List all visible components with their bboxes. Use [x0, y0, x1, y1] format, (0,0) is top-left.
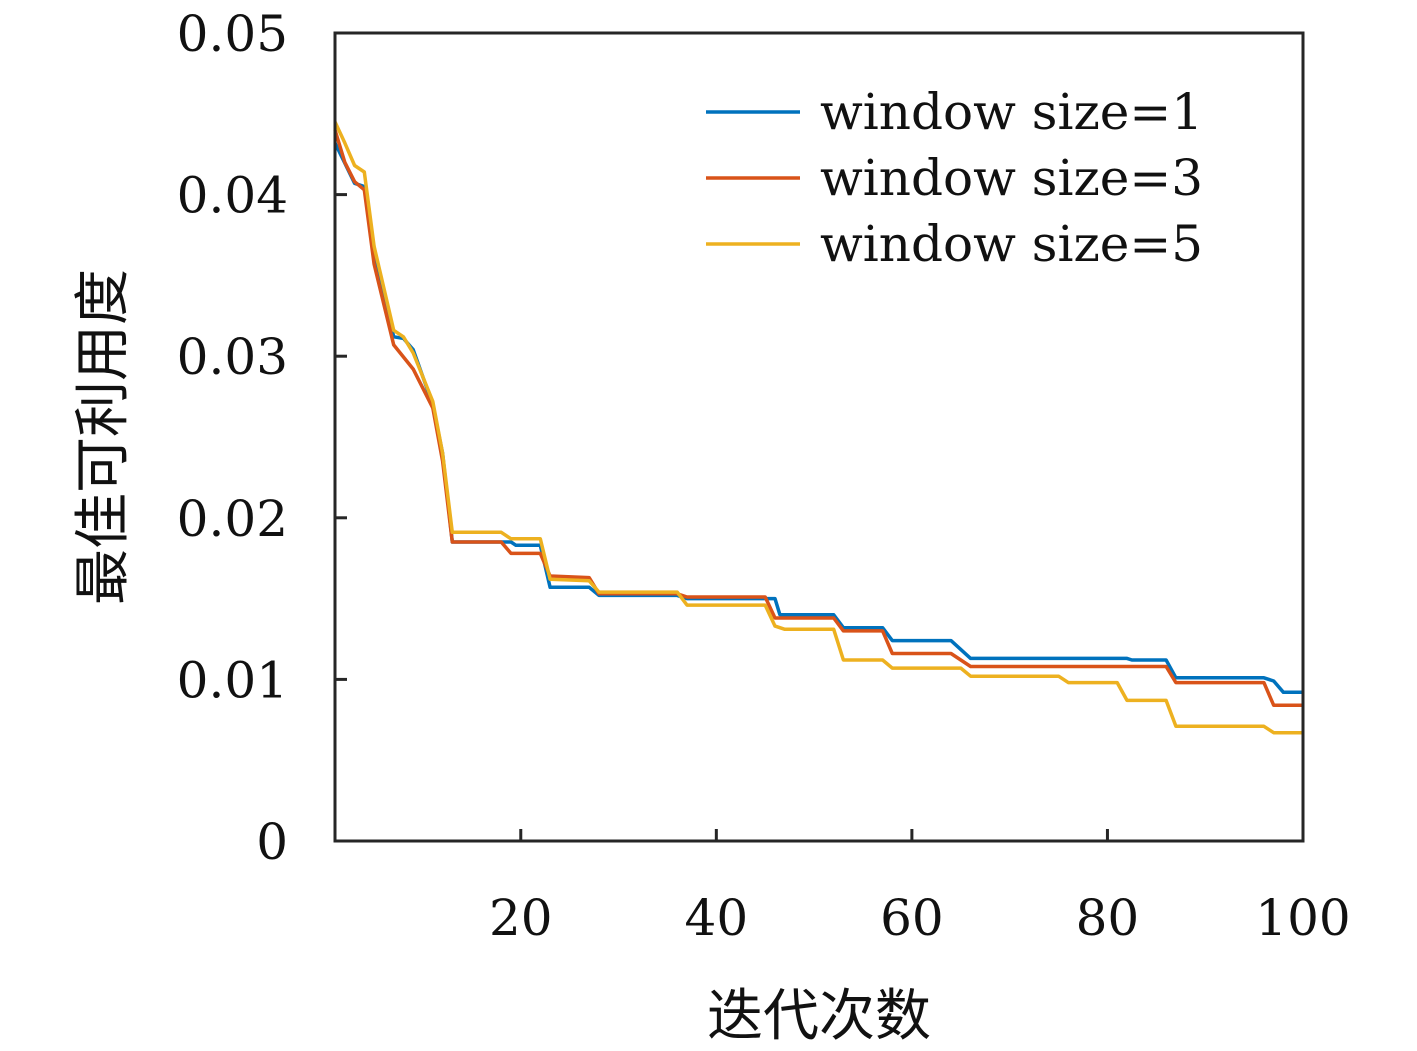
legend-label-2: window size=3	[820, 149, 1203, 207]
x-tick-label: 80	[1076, 889, 1140, 947]
legend-label-3: window size=5	[820, 215, 1203, 273]
x-tick-label: 20	[489, 889, 553, 947]
x-axis-label: 迭代次数	[707, 984, 931, 1049]
ticks-layer: 20 40 60 80 100 0 0.01 0.02 0.03 0.04 0.05	[177, 5, 1351, 947]
y-tick-label: 0.01	[177, 651, 288, 709]
y-tick-label: 0.03	[177, 328, 288, 386]
series-line-3	[333, 121, 1303, 735]
x-tick-label: 60	[880, 889, 944, 947]
x-tick-label: 100	[1255, 889, 1350, 947]
plot-frame	[333, 31, 1305, 843]
y-tick-label: 0.02	[177, 490, 288, 548]
y-axis-label: 最佳可利用度	[71, 269, 136, 605]
y-tick-label: 0.05	[177, 5, 288, 63]
y-tick-label: 0	[256, 813, 288, 871]
series-layer	[333, 121, 1303, 735]
legend-label-1: window size=1	[820, 83, 1203, 141]
x-tick-label: 40	[685, 889, 749, 947]
legend: window size=1 window size=3 window size=5	[706, 83, 1203, 273]
y-tick-label: 0.04	[177, 167, 288, 225]
